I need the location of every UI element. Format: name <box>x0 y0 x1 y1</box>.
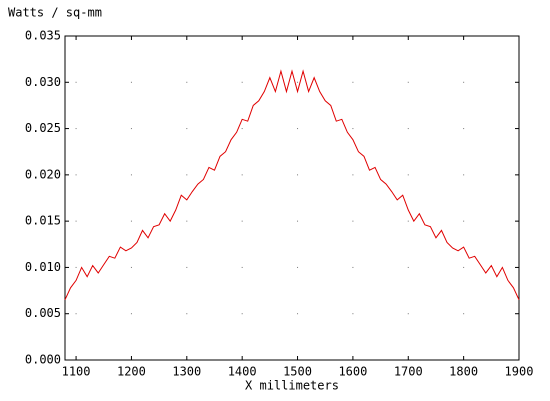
grid-dot <box>241 174 243 176</box>
x-tick-label: 1400 <box>228 365 257 379</box>
grid-dot <box>297 81 299 83</box>
y-tick-label: 0.015 <box>25 214 61 228</box>
grid-dot <box>186 313 188 315</box>
y-tick-label: 0.005 <box>25 306 61 320</box>
grid-dot <box>186 174 188 176</box>
grid-dot <box>407 266 409 268</box>
grid-dot <box>130 220 132 222</box>
y-tick-label: 0.020 <box>25 167 61 181</box>
x-tick-label: 1500 <box>283 365 312 379</box>
grid-dot <box>463 266 465 268</box>
grid-dot <box>186 266 188 268</box>
grid-dot <box>241 313 243 315</box>
x-tick-label: 1700 <box>394 365 423 379</box>
x-tick-label: 1900 <box>505 365 534 379</box>
grid-dot <box>407 174 409 176</box>
y-tick-label: 0.030 <box>25 75 61 89</box>
grid-dot <box>130 128 132 130</box>
x-tick-label: 1100 <box>62 365 91 379</box>
grid-dot <box>463 313 465 315</box>
grid-dot <box>407 128 409 130</box>
grid-dot <box>75 128 77 130</box>
y-tick-label: 0.010 <box>25 260 61 274</box>
grid-dot <box>352 128 354 130</box>
grid-dot <box>352 266 354 268</box>
grid-dot <box>297 266 299 268</box>
chart-title: Watts / sq-mm <box>8 6 102 20</box>
grid-dot <box>241 81 243 83</box>
grid-dot <box>186 128 188 130</box>
grid-dot <box>297 313 299 315</box>
grid-dot <box>130 81 132 83</box>
grid-dot <box>130 313 132 315</box>
grid-dot <box>75 81 77 83</box>
x-tick-label: 1800 <box>449 365 478 379</box>
grid-dot <box>407 313 409 315</box>
x-axis-label: X millimeters <box>245 379 339 393</box>
grid-dot <box>407 220 409 222</box>
x-tick-label: 1200 <box>117 365 146 379</box>
grid-dot <box>75 266 77 268</box>
grid-dot <box>241 128 243 130</box>
grid-dot <box>463 81 465 83</box>
data-line <box>64 69 520 301</box>
y-tick-label: 0.035 <box>25 29 61 43</box>
grid-dot <box>352 220 354 222</box>
plot-frame <box>64 35 520 361</box>
grid-dot <box>352 81 354 83</box>
grid-dot <box>297 220 299 222</box>
grid-dot <box>297 174 299 176</box>
grid-dot <box>463 128 465 130</box>
grid-dot <box>130 174 132 176</box>
x-tick-label: 1300 <box>172 365 201 379</box>
grid-dot <box>186 81 188 83</box>
grid-dot <box>75 174 77 176</box>
grid-dot <box>186 220 188 222</box>
grid-dot <box>241 266 243 268</box>
grid-dot <box>297 128 299 130</box>
grid-dot <box>130 266 132 268</box>
y-tick-label: 0.000 <box>25 353 61 367</box>
grid-dot <box>463 220 465 222</box>
grid-dot <box>75 313 77 315</box>
y-tick-label: 0.025 <box>25 121 61 135</box>
grid-dot <box>75 220 77 222</box>
grid-dot <box>241 220 243 222</box>
grid-dot <box>352 174 354 176</box>
x-tick-label: 1600 <box>338 365 367 379</box>
grid-dot <box>352 313 354 315</box>
grid-dot <box>463 174 465 176</box>
grid-dot <box>407 81 409 83</box>
